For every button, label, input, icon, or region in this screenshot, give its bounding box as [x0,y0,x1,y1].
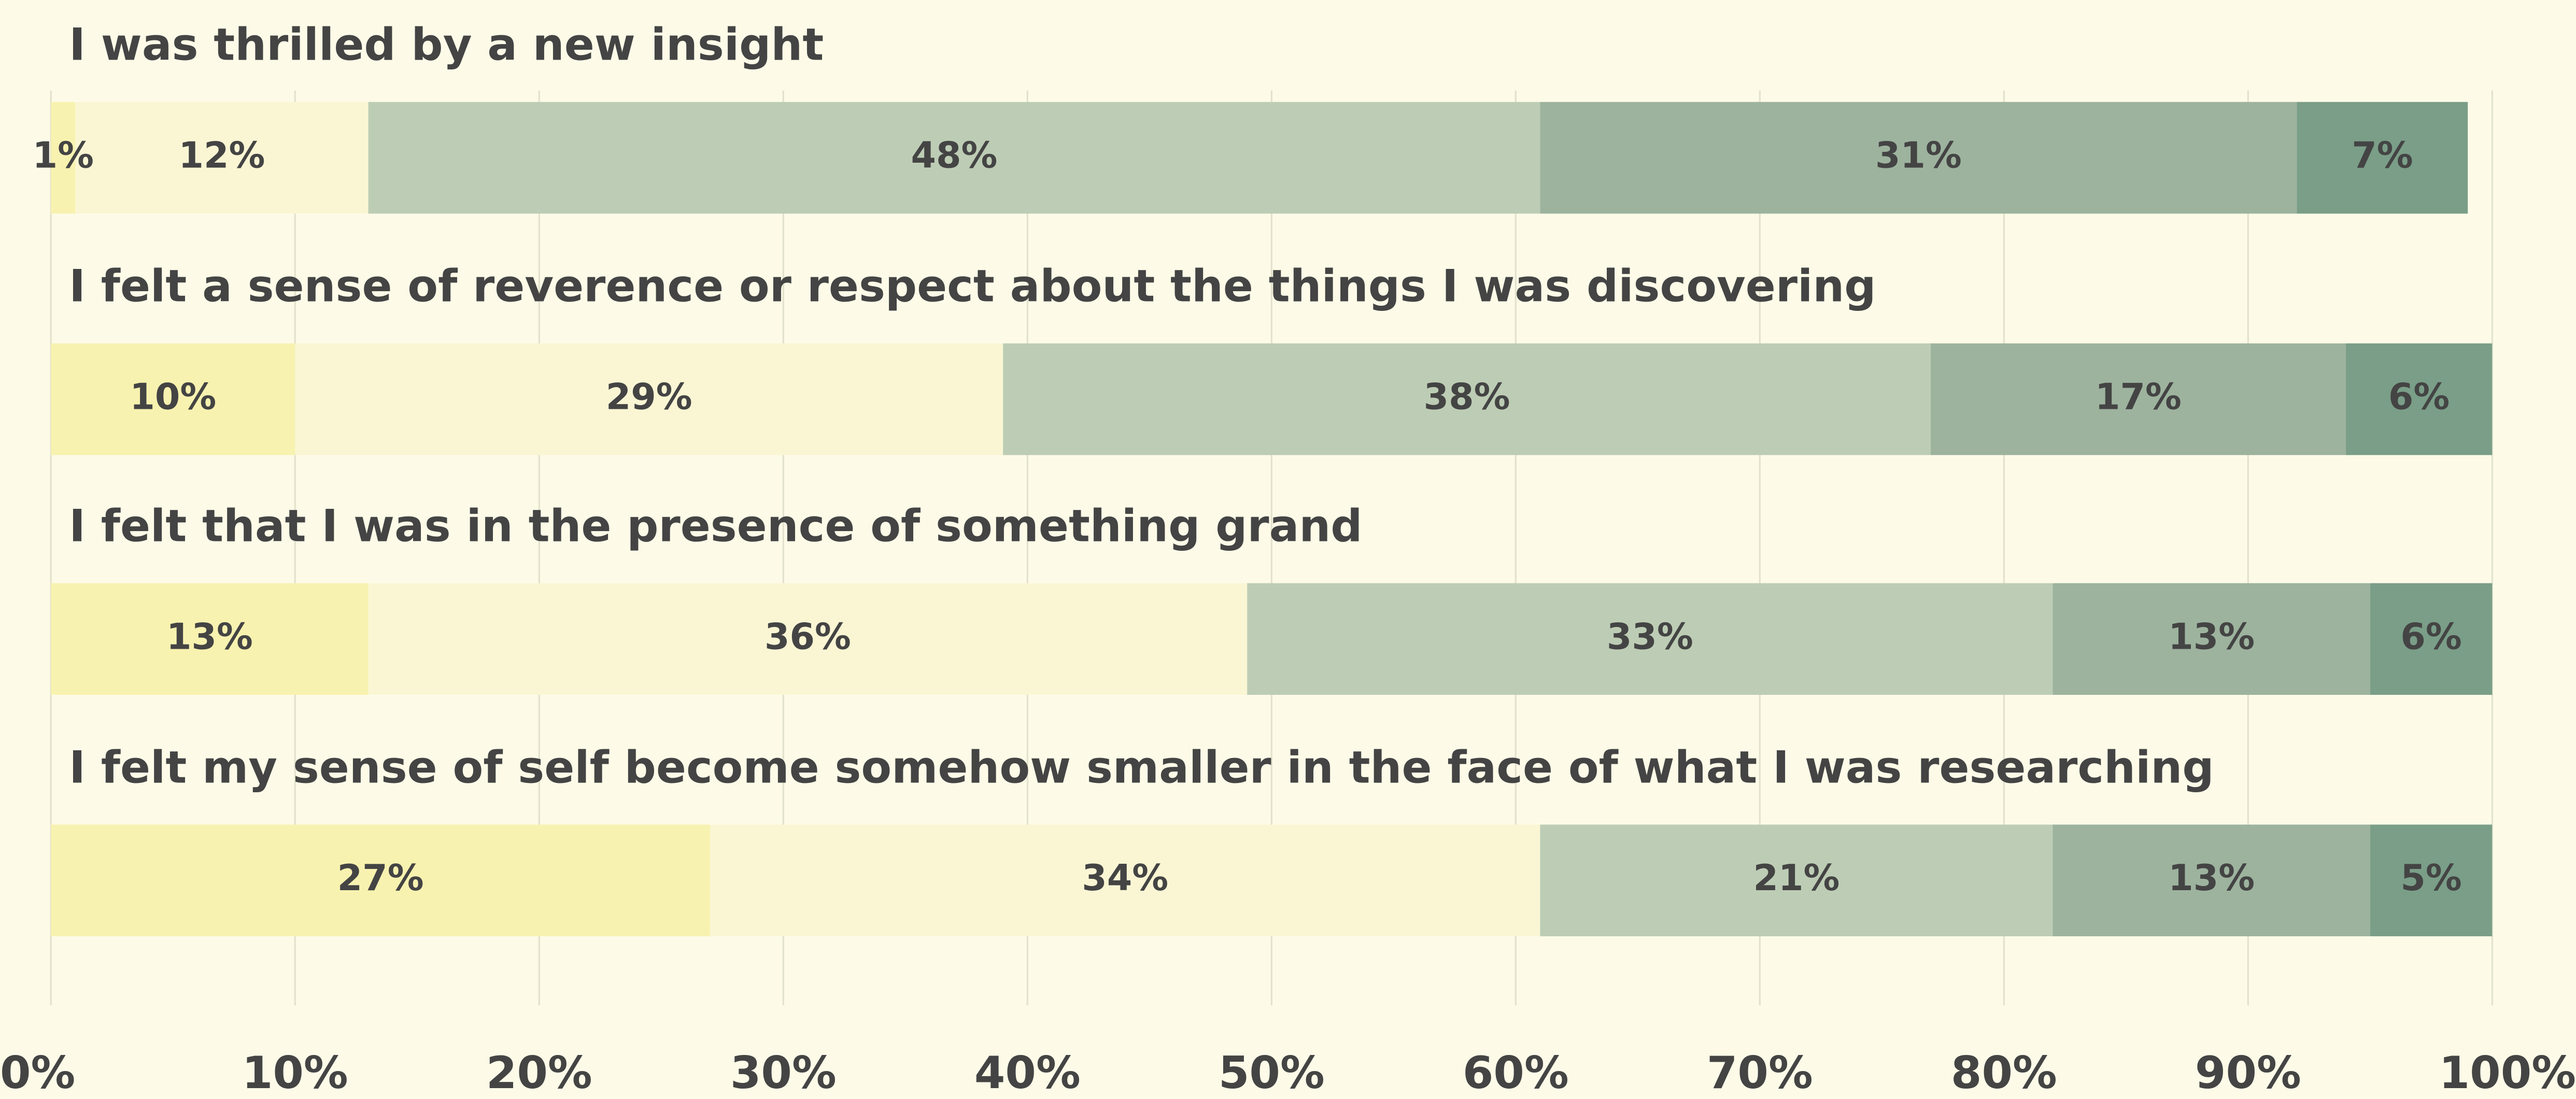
bar-segment [368,583,1248,695]
data-label: 21% [1753,857,1840,899]
category-label: I was thrilled by a new insight [69,20,824,71]
data-label: 31% [1875,135,1962,177]
bar-segment [2370,824,2493,936]
data-label: 6% [2400,616,2461,658]
x-tick-label: 60% [1463,1048,1569,1099]
data-label: 13% [166,616,253,658]
bar-segment [295,343,1003,455]
data-label: 34% [1082,857,1168,899]
bar-segment [51,583,369,695]
data-label: 27% [337,857,424,899]
x-tick-label: 30% [730,1048,837,1099]
x-tick-label: 20% [486,1048,592,1099]
category-label: I felt a sense of reverence or respect a… [69,261,1876,312]
data-label: 48% [911,135,998,177]
bar-segment [2345,343,2493,455]
bar-segment [51,343,295,455]
data-label: 29% [606,376,692,418]
x-tick-label: 70% [1707,1048,1813,1099]
bar-segment [51,102,76,214]
bar-segment [2053,824,2370,936]
data-label: 38% [1424,376,1510,418]
x-tick-label: 40% [974,1048,1081,1099]
x-tick-label: 100% [2439,1048,2576,1099]
data-label: 33% [1607,616,1693,658]
bar-segment [368,102,1540,214]
bar-segment [1931,343,2346,455]
bar-segment [710,824,1540,936]
data-label: 5% [2400,857,2461,899]
bar-segment [1540,824,2053,936]
data-label: 13% [2168,857,2255,899]
bar-segment [51,824,710,936]
data-label: 36% [765,616,851,658]
x-tick-label: 10% [242,1048,348,1099]
category-label: I felt my sense of self become somehow s… [69,742,2214,793]
x-tick-label: 90% [2195,1048,2301,1099]
bar-segment [1247,583,2053,695]
data-label: 6% [2388,376,2450,418]
data-label: 1% [33,135,94,177]
x-tick-label: 0% [0,1048,75,1099]
bar-segment [2297,102,2468,214]
data-label: 13% [2168,616,2255,658]
x-tick-label: 80% [1951,1048,2057,1099]
bar-segment [2370,583,2493,695]
data-label: 7% [2352,135,2413,177]
bar-segment [1540,102,2297,214]
x-tick-label: 50% [1219,1048,1325,1099]
data-label: 12% [179,135,265,177]
bar-segment [1003,343,1931,455]
category-label: I felt that I was in the presence of som… [69,501,1362,552]
bar-segment [2053,583,2370,695]
bar-segment [75,102,369,214]
data-label: 17% [2095,376,2182,418]
data-label: 10% [130,376,216,418]
